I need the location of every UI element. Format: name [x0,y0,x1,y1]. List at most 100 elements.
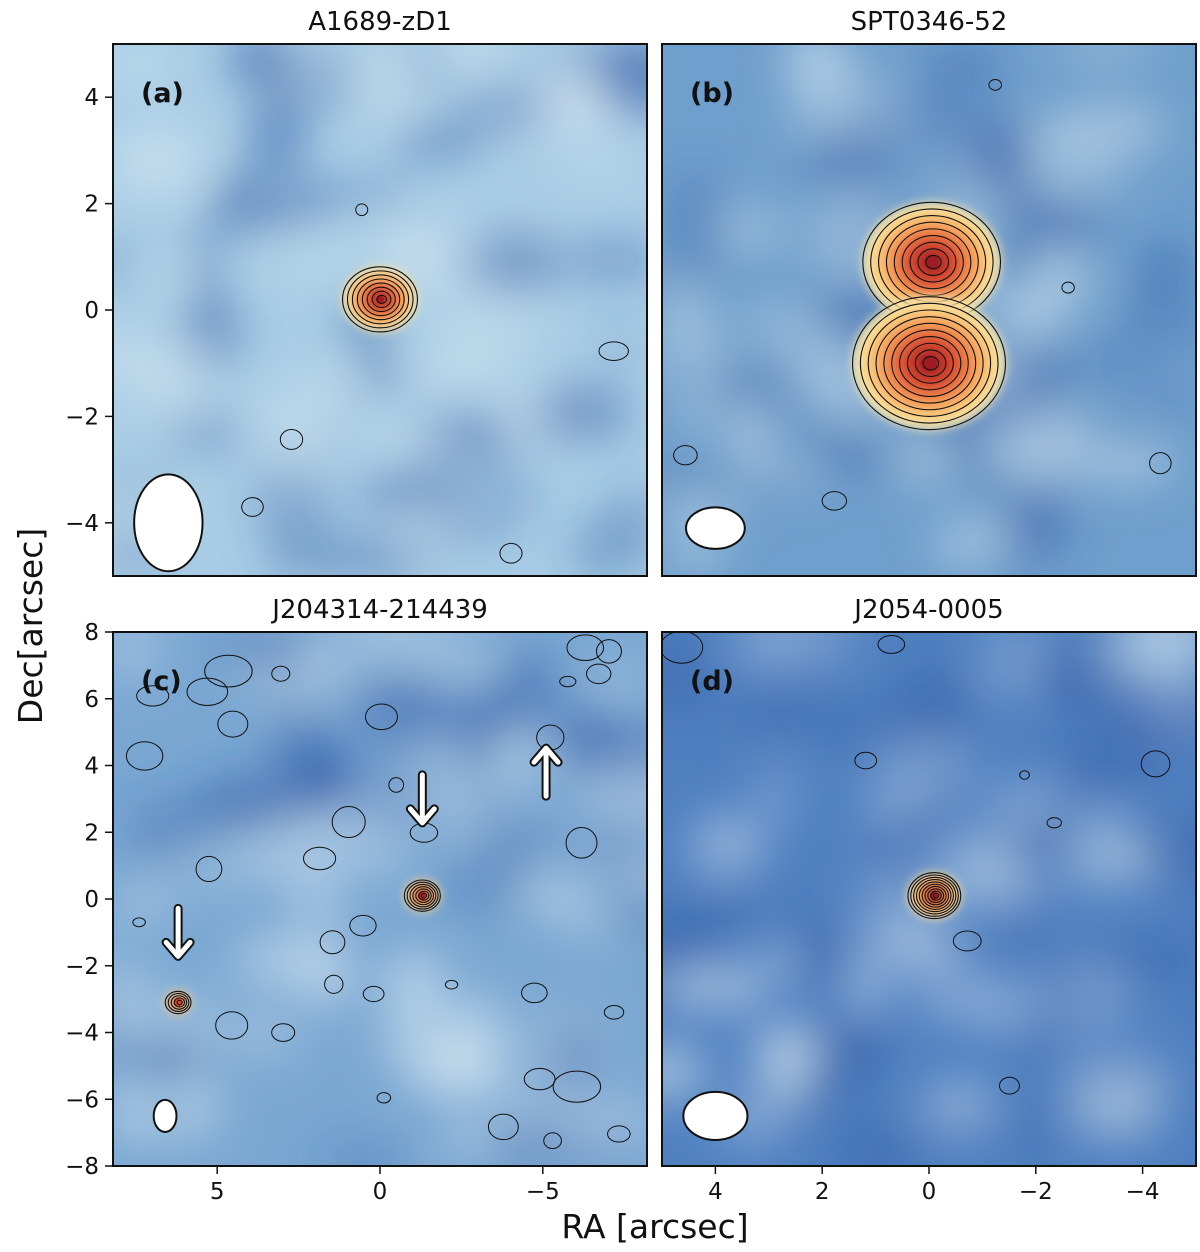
source-south [851,296,1007,431]
panel-d: J2054-0005 (d) 4 2 0 −2 −4 [661,595,1197,1205]
panel-title: SPT0346-52 [851,7,1008,37]
noise-contour [673,445,698,466]
y-tick-label: −4 [65,511,99,537]
y-tick-label: −6 [65,1087,99,1113]
contour-line [403,879,441,912]
noise-contour [349,914,377,937]
y-tick-label: 6 [84,687,99,713]
noise-contour [388,777,405,793]
map-image [113,632,647,1166]
contour-line [167,992,190,1012]
panel-b: SPT0346-52 (b) [661,7,1197,577]
source-peak [924,254,939,270]
x-axis-label: RA [arcsec] [561,1207,748,1246]
contour-line [883,322,977,404]
contour-line [376,294,387,304]
contour-line [924,885,947,906]
contour-line [930,890,942,901]
panel-c: J204314-214439 (c) −8 −6 −4 −2 0 2 4 6 8 5 0 −5 [65,595,648,1205]
beam-ellipse [685,506,746,550]
contour-line [922,356,939,371]
map-image [113,44,647,576]
panel-label: (a) [141,78,184,109]
noise-contour [595,639,622,664]
noise-contour [324,974,344,994]
noise-contour [132,917,146,928]
contour-line [346,270,414,329]
arrow-down-icon [161,903,195,961]
contour-line [409,883,437,908]
contour-line [851,296,1007,431]
noise-contour [662,632,704,664]
x-tick-label: −2 [1019,1179,1053,1205]
contour-line [921,883,950,908]
x-tick-label: −4 [1126,1179,1160,1205]
noise-contour [125,741,164,771]
contour-line [371,290,392,309]
noise-contour [552,1070,602,1103]
noise-contour [444,979,459,990]
noise-contour [1019,770,1030,780]
contour-line [918,881,952,910]
arrow-up-icon [529,743,563,801]
noise-contour [487,1113,519,1141]
contour-line [875,316,984,411]
noise-contour [1046,817,1062,829]
contour-line [859,302,999,424]
noise-contour [319,930,346,955]
noise-contour [603,1004,625,1020]
panel-a: A1689-zD1 (a) −4 −2 0 2 4 [65,7,648,577]
noise-contour [364,703,398,731]
noise-texture [113,44,647,576]
contour-line [927,888,945,904]
noise-contour [854,751,878,770]
contour-line [176,999,183,1006]
noise-contour [999,1076,1020,1095]
contour-line [351,274,410,325]
beam-ellipse [682,1090,749,1141]
contour-line [170,995,188,1010]
noise-contour [217,710,249,738]
beam-ellipse [152,1098,178,1133]
noise-contour [204,654,253,688]
contour-line [915,879,954,913]
noise-contour [271,1023,296,1042]
source-north [862,201,1002,323]
noise-contour [952,930,982,952]
y-tick-label: 2 [84,820,99,846]
x-tick-label: 0 [922,1179,937,1205]
noise-contour [559,675,577,688]
noise-contour [136,685,170,707]
panel-label: (c) [141,666,182,697]
noise-contour [598,341,629,361]
noise-contour [376,1092,392,1104]
contour-line [932,892,940,899]
noise-contour [565,826,598,859]
contour-line [420,892,428,899]
y-tick-label: 4 [84,85,99,111]
noise-contour [821,491,848,511]
y-tick-label: 0 [84,298,99,324]
noise-contour [241,497,264,517]
contour-line [906,342,954,384]
noise-contour [586,663,612,685]
contour-line [917,248,950,276]
panel-title: J204314-214439 [270,595,488,625]
contour-line [893,228,972,296]
y-tick-label: 2 [84,192,99,218]
noise-contour [523,1067,556,1091]
panel-frame [661,43,1197,577]
map-image [662,44,1196,576]
panel-label: (b) [690,78,734,109]
contour-line [891,329,969,398]
y-tick-label: 0 [84,887,99,913]
noise-contour [302,846,337,871]
y-axis-label: Dec[arcsec] [11,528,50,724]
contour-line [899,336,962,391]
x-tick-label: 5 [210,1179,225,1205]
y-tick-label: 8 [84,620,99,646]
map-image [662,632,1196,1166]
noise-contour [1061,281,1075,294]
x-tick-label: −5 [526,1179,560,1205]
